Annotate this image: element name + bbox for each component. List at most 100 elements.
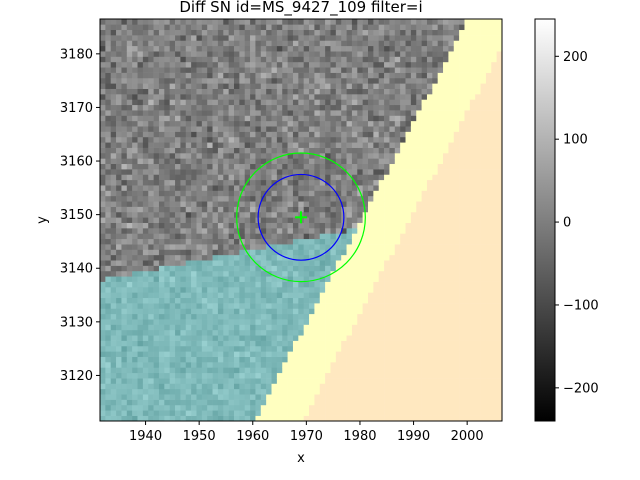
pixel-cell <box>207 99 213 106</box>
pixel-cell <box>153 83 160 89</box>
pixel-cell <box>426 260 433 266</box>
pixel-cell <box>325 147 331 154</box>
pixel-cell <box>142 179 149 186</box>
pixel-cell <box>298 372 304 379</box>
pixel-cell <box>384 147 390 154</box>
pixel-cell <box>384 270 390 277</box>
pixel-cell <box>357 195 363 202</box>
pixel-cell <box>276 104 283 111</box>
pixel-cell <box>250 142 256 148</box>
pixel-cell <box>394 340 401 347</box>
pixel-cell <box>212 24 219 31</box>
pixel-cell <box>443 110 449 116</box>
pixel-cell <box>169 83 176 89</box>
pixel-cell <box>314 179 321 186</box>
pixel-cell <box>400 201 406 207</box>
pixel-cell <box>191 174 197 181</box>
pixel-cell <box>378 233 385 240</box>
pixel-cell <box>314 303 321 309</box>
pixel-cell <box>266 56 272 63</box>
pixel-cell <box>196 163 203 170</box>
pixel-cell <box>164 147 170 154</box>
pixel-cell <box>116 163 122 170</box>
pixel-cell <box>426 222 433 229</box>
pixel-cell <box>201 77 208 84</box>
pixel-cell <box>453 265 460 272</box>
pixel-cell <box>292 308 299 315</box>
pixel-cell <box>142 254 149 261</box>
pixel-cell <box>448 142 455 148</box>
pixel-cell <box>421 228 428 234</box>
pixel-cell <box>335 367 342 374</box>
pixel-cell <box>394 281 401 288</box>
pixel-cell <box>373 120 380 127</box>
pixel-cell <box>228 185 235 191</box>
pixel-cell <box>196 147 203 154</box>
pixel-cell <box>443 56 449 63</box>
pixel-cell <box>255 238 262 245</box>
pixel-cell <box>314 238 321 245</box>
pixel-cell <box>416 281 422 288</box>
pixel-cell <box>287 19 294 25</box>
pixel-cell <box>351 335 358 341</box>
pixel-cell <box>410 265 417 272</box>
pixel-cell <box>453 410 460 416</box>
pixel-cell <box>105 153 112 159</box>
pixel-cell <box>132 190 138 197</box>
pixel-cell <box>362 120 369 127</box>
pixel-cell <box>217 115 224 122</box>
pixel-cell <box>373 211 380 218</box>
pixel-cell <box>132 276 138 282</box>
pixel-cell <box>421 115 428 122</box>
pixel-cell <box>378 324 385 331</box>
pixel-cell <box>132 56 138 63</box>
pixel-cell <box>400 351 406 357</box>
pixel-cell <box>239 308 246 315</box>
pixel-cell <box>180 163 187 170</box>
pixel-cell <box>287 126 294 132</box>
pixel-cell <box>416 40 422 47</box>
pixel-cell <box>110 410 117 416</box>
pixel-cell <box>443 174 449 181</box>
pixel-cell <box>448 153 455 159</box>
pixel-cell <box>121 185 128 191</box>
pixel-cell <box>325 244 331 250</box>
pixel-cell <box>207 313 213 320</box>
pixel-cell <box>153 56 160 63</box>
pixel-cell <box>196 335 203 341</box>
pixel-cell <box>132 238 138 245</box>
pixel-cell <box>196 29 203 36</box>
pixel-cell <box>368 292 374 299</box>
pixel-cell <box>116 174 122 181</box>
pixel-cell <box>357 233 363 240</box>
pixel-cell <box>169 201 176 207</box>
pixel-cell <box>330 19 337 25</box>
pixel-cell <box>276 249 283 256</box>
pixel-cell <box>191 19 197 25</box>
pixel-cell <box>228 174 235 181</box>
pixel-cell <box>453 345 460 352</box>
pixel-cell <box>319 281 326 288</box>
pixel-cell <box>223 362 229 368</box>
pixel-cell <box>437 115 444 122</box>
pixel-cell <box>394 153 401 159</box>
pixel-cell <box>282 40 288 47</box>
pixel-cell <box>164 394 170 400</box>
pixel-cell <box>421 153 428 159</box>
pixel-cell <box>175 126 181 132</box>
pixel-cell <box>282 303 288 309</box>
pixel-cell <box>153 169 160 175</box>
pixel-cell <box>105 169 112 175</box>
pixel-cell <box>110 88 117 95</box>
pixel-cell <box>164 340 170 347</box>
pixel-cell <box>330 147 337 154</box>
pixel-cell <box>100 185 106 191</box>
pixel-cell <box>185 388 192 395</box>
pixel-cell <box>164 233 170 240</box>
pixel-cell <box>303 319 310 325</box>
pixel-cell <box>164 35 170 41</box>
pixel-cell <box>142 287 149 293</box>
pixel-cell <box>303 399 310 406</box>
pixel-cell <box>432 126 438 132</box>
pixel-cell <box>137 244 144 250</box>
